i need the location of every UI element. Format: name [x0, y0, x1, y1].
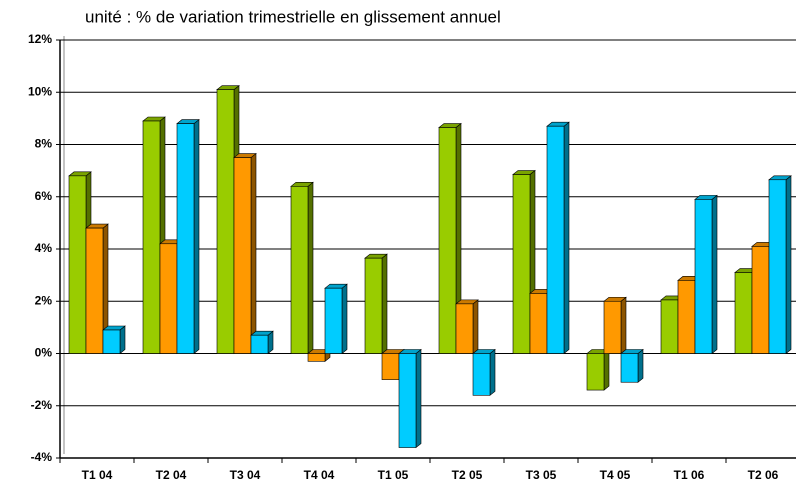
bar [751, 246, 770, 354]
chart-title: unité : % de variation trimestrielle en … [85, 7, 501, 26]
bar [512, 174, 531, 354]
bar [364, 257, 383, 354]
y-tick-label: 6% [35, 189, 53, 203]
bar [546, 125, 565, 354]
bar-side [620, 296, 627, 355]
x-tick-label: T4 05 [600, 468, 631, 482]
bar-side [472, 299, 479, 355]
bar-side [563, 121, 570, 355]
bar [233, 157, 252, 354]
bar [102, 329, 121, 354]
bar-side [341, 283, 348, 355]
bar-side [250, 152, 257, 355]
y-tick-label: 10% [28, 84, 52, 98]
bar-side [193, 118, 200, 355]
bar-side [381, 253, 388, 355]
bar [734, 272, 753, 354]
x-tick-label: T2 04 [156, 468, 187, 482]
bar-side [603, 348, 610, 391]
bar [250, 334, 269, 354]
bar [768, 179, 787, 354]
bar-side [489, 348, 496, 396]
x-tick-label: T1 04 [82, 468, 113, 482]
y-tick-label: 2% [35, 293, 53, 307]
bar [620, 353, 639, 383]
bar [694, 199, 713, 354]
bar [398, 353, 417, 448]
y-tick-label: 4% [35, 241, 53, 255]
bar-side [119, 325, 126, 355]
bar [324, 287, 343, 354]
bar [176, 123, 195, 354]
bar [529, 293, 548, 354]
bar-side [307, 181, 314, 355]
bar [307, 353, 326, 362]
x-tick-label: T3 05 [526, 468, 557, 482]
bar [290, 186, 309, 354]
bar-side [637, 348, 644, 383]
bar [660, 299, 679, 354]
bar [677, 280, 696, 354]
bar [455, 303, 474, 354]
bar [586, 353, 605, 391]
y-tick-label: -2% [31, 398, 53, 412]
x-tick-label: T3 04 [230, 468, 261, 482]
bar-side [785, 175, 792, 355]
x-tick-label: T2 06 [748, 468, 779, 482]
bar [216, 89, 235, 354]
y-tick-label: 8% [35, 137, 53, 151]
x-tick-label: T2 05 [452, 468, 483, 482]
bar [85, 227, 104, 354]
y-tick-label: -4% [31, 450, 53, 464]
bar [142, 120, 161, 354]
bar [603, 300, 622, 354]
x-tick-label: T4 04 [304, 468, 335, 482]
y-tick-label: 0% [35, 346, 53, 360]
bar-side [415, 348, 422, 449]
bar [438, 127, 457, 354]
bar [381, 353, 400, 380]
bar [472, 353, 491, 396]
bar-side [711, 194, 718, 355]
bar [159, 243, 178, 354]
y-tick-label: 12% [28, 32, 52, 46]
x-tick-label: T1 05 [378, 468, 409, 482]
x-tick-label: T1 06 [674, 468, 705, 482]
bar [68, 175, 87, 354]
